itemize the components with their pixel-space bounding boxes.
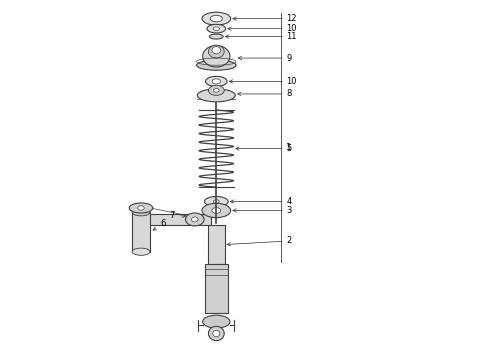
Text: 2: 2	[227, 237, 292, 246]
Ellipse shape	[186, 213, 204, 226]
Text: 5: 5	[236, 144, 292, 153]
Ellipse shape	[129, 203, 153, 213]
Ellipse shape	[203, 45, 230, 67]
Ellipse shape	[205, 76, 227, 86]
Ellipse shape	[208, 85, 224, 95]
Bar	[205, 264, 228, 313]
Ellipse shape	[132, 209, 150, 216]
Ellipse shape	[204, 197, 228, 207]
Ellipse shape	[214, 89, 219, 92]
Ellipse shape	[202, 12, 231, 25]
Ellipse shape	[213, 27, 220, 31]
Bar	[208, 225, 225, 264]
Text: 11: 11	[225, 32, 297, 41]
Ellipse shape	[208, 45, 224, 58]
Ellipse shape	[210, 15, 222, 22]
Ellipse shape	[210, 34, 223, 39]
Ellipse shape	[138, 206, 144, 210]
Text: 1: 1	[286, 143, 292, 152]
Ellipse shape	[192, 217, 198, 222]
Ellipse shape	[202, 203, 231, 218]
Ellipse shape	[214, 200, 219, 203]
Ellipse shape	[212, 79, 220, 84]
Text: 10: 10	[228, 24, 297, 33]
Text: 9: 9	[238, 54, 292, 63]
Text: 12: 12	[233, 14, 297, 23]
Ellipse shape	[207, 24, 225, 33]
Text: 10: 10	[229, 77, 297, 86]
Ellipse shape	[132, 248, 150, 255]
Ellipse shape	[213, 330, 220, 337]
Text: 4: 4	[230, 197, 292, 206]
Ellipse shape	[203, 315, 230, 328]
Text: 3: 3	[233, 206, 292, 215]
Text: 8: 8	[238, 89, 292, 98]
Bar	[132, 212, 150, 252]
Text: 6: 6	[153, 219, 166, 230]
Ellipse shape	[212, 46, 220, 54]
Bar	[136, 214, 211, 225]
Ellipse shape	[196, 60, 236, 70]
Ellipse shape	[208, 326, 224, 341]
Text: 7: 7	[170, 211, 186, 220]
Ellipse shape	[212, 208, 220, 213]
Ellipse shape	[197, 89, 235, 102]
